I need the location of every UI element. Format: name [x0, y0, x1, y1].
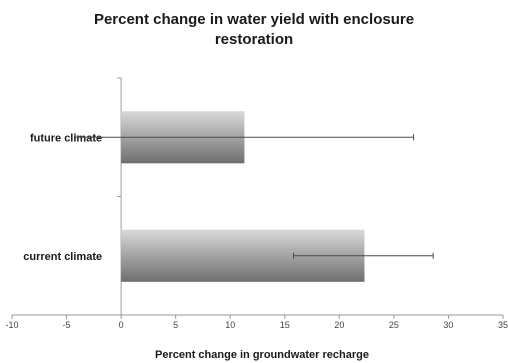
- category-label: future climate: [30, 132, 102, 144]
- chart-title-line-2: restoration: [215, 31, 293, 48]
- x-tick-label: 25: [389, 320, 399, 330]
- x-tick-label: 10: [225, 320, 235, 330]
- x-tick-label: -5: [63, 320, 71, 330]
- x-axis-label: Percent change in groundwater recharge: [155, 349, 369, 361]
- x-tick-label: 15: [280, 320, 290, 330]
- x-tick-label: 35: [498, 320, 508, 330]
- x-tick-label: -10: [5, 320, 18, 330]
- plot-area: -10 -5 0 5 10 15 20 25 30 35 future climate current…: [5, 77, 508, 330]
- x-tick-label: 0: [119, 320, 124, 330]
- x-tick-label: 5: [173, 320, 178, 330]
- x-tick-label: 30: [443, 320, 453, 330]
- category-label: current climate: [23, 251, 102, 263]
- chart-title-line-1: Percent change in water yield with enclo…: [94, 11, 414, 28]
- x-tick-label: 20: [334, 320, 344, 330]
